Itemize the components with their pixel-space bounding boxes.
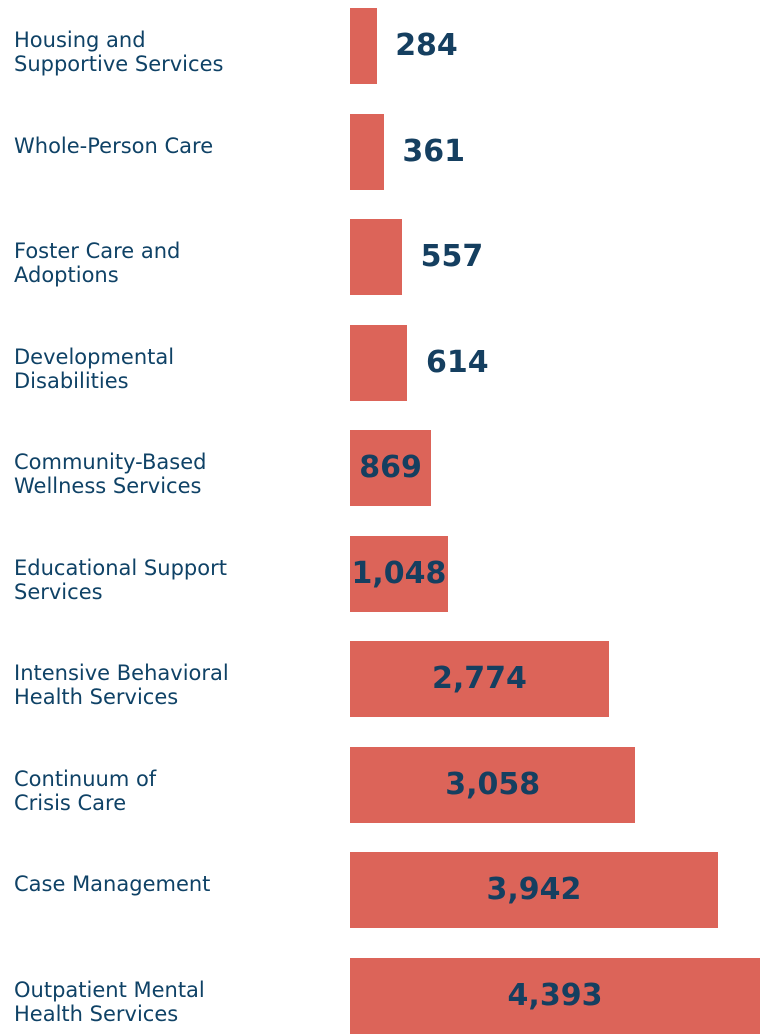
category-label: Intensive Behavioral Health Services bbox=[14, 661, 229, 709]
category-label: Educational Support Services bbox=[14, 555, 227, 604]
category-label: Continuum of Crisis Care bbox=[14, 766, 157, 815]
category-label: Community-Based Wellness Services bbox=[14, 450, 207, 498]
value-label: 361 bbox=[402, 133, 465, 169]
category-label: Outpatient Mental Health Services bbox=[14, 977, 205, 1026]
category-label: Foster Care and Adoptions bbox=[14, 239, 181, 287]
bar bbox=[350, 8, 377, 84]
bar bbox=[350, 852, 718, 928]
value-label: 3,058 bbox=[445, 766, 541, 802]
value-label: 557 bbox=[420, 239, 484, 274]
bar bbox=[350, 641, 609, 717]
bar bbox=[350, 430, 432, 506]
bar bbox=[350, 219, 402, 295]
value-label: 284 bbox=[395, 28, 458, 63]
value-label: 1,048 bbox=[351, 555, 447, 591]
bar bbox=[350, 957, 760, 1034]
value-label: 3,942 bbox=[486, 872, 582, 907]
value-label: 2,774 bbox=[431, 661, 527, 696]
category-label: Whole-Person Care bbox=[14, 133, 214, 158]
value-label: 4,393 bbox=[507, 977, 603, 1013]
bar bbox=[350, 746, 636, 823]
category-label: Housing and Supportive Services bbox=[14, 28, 224, 76]
bar bbox=[350, 113, 384, 190]
category-label: Developmental Disabilities bbox=[14, 344, 175, 393]
value-label: 614 bbox=[425, 344, 489, 380]
bar bbox=[350, 535, 448, 612]
value-label: 869 bbox=[359, 450, 422, 485]
category-label: Case Management bbox=[14, 872, 211, 896]
bar bbox=[350, 324, 408, 401]
